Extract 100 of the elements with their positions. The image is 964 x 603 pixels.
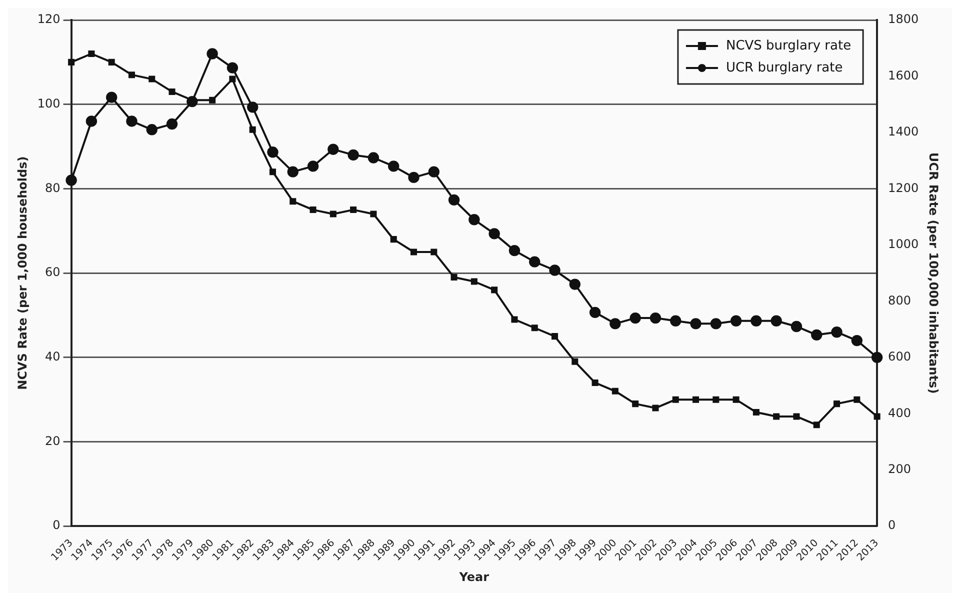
point (470, 278, 478, 285)
y-tick-label: 60 (45, 265, 60, 280)
point (488, 228, 500, 240)
point (712, 396, 720, 403)
point (831, 326, 842, 338)
point (672, 396, 679, 403)
point (106, 92, 118, 103)
point (350, 206, 357, 214)
point (86, 116, 98, 127)
legend-label: UCR burglary rate (726, 60, 843, 76)
point (448, 194, 460, 206)
point (529, 256, 540, 268)
point (770, 315, 782, 326)
point (249, 126, 256, 133)
y-tick-label: 100 (37, 96, 60, 110)
y2-tick-label: 1000 (888, 237, 919, 252)
point (549, 264, 560, 276)
point (310, 206, 316, 214)
point (269, 168, 276, 176)
point (166, 118, 178, 130)
y2-axis-title: UCR Rate (per 100,000 inhabitants) (926, 152, 941, 394)
point (690, 318, 702, 330)
y2-tick-label: 1200 (888, 180, 919, 195)
point (128, 72, 135, 78)
point (229, 76, 236, 82)
point (146, 124, 158, 136)
y2-tick-label: 200 (888, 462, 911, 476)
point (652, 404, 659, 412)
point (790, 320, 802, 332)
y-tick-label: 20 (45, 434, 60, 448)
point (589, 306, 601, 318)
y-tick-label: 0 (52, 518, 60, 532)
point (390, 236, 397, 243)
point (854, 396, 860, 403)
y2-tick-label: 1400 (888, 124, 919, 139)
y2-tick-label: 600 (888, 350, 911, 364)
y2-tick-label: 0 (888, 518, 896, 532)
y2-tick-label: 800 (888, 293, 911, 308)
x-axis-title: Year (458, 570, 490, 584)
point (287, 166, 298, 178)
point (813, 422, 820, 428)
point (752, 408, 760, 416)
point (88, 50, 95, 58)
point (330, 210, 336, 218)
point (66, 174, 77, 186)
point (592, 379, 598, 386)
point (572, 358, 578, 365)
y-axis-title: NCVS Rate (per 1,000 households) (15, 156, 30, 390)
point (834, 400, 840, 408)
point (428, 166, 440, 178)
point (206, 48, 218, 60)
point (851, 334, 863, 346)
point (408, 172, 420, 184)
point (630, 312, 641, 324)
y2-tick-label: 1800 (888, 12, 919, 26)
point (871, 352, 883, 364)
y2-tick-label: 400 (888, 406, 911, 420)
point (68, 58, 75, 66)
point (267, 146, 278, 158)
point (632, 400, 639, 408)
point (508, 244, 520, 256)
point (531, 324, 538, 332)
point (328, 144, 339, 155)
point (610, 318, 621, 330)
point (511, 316, 518, 323)
point (108, 58, 115, 66)
point (650, 312, 662, 324)
point (491, 286, 498, 294)
point (368, 152, 380, 164)
point (750, 315, 762, 326)
point (307, 160, 319, 172)
point (450, 274, 458, 281)
point (468, 214, 480, 226)
point (168, 88, 176, 95)
point (247, 102, 258, 113)
point (730, 315, 742, 326)
point (226, 62, 238, 74)
point (348, 149, 359, 161)
point (290, 198, 296, 205)
point (410, 248, 418, 256)
point (773, 413, 780, 420)
point (209, 96, 216, 104)
y-tick-label: 40 (45, 350, 60, 364)
point (732, 396, 740, 403)
point (811, 329, 822, 341)
point (551, 333, 558, 340)
point (569, 278, 580, 290)
point (126, 116, 138, 127)
y2-tick-label: 1600 (888, 68, 919, 82)
point (148, 76, 156, 82)
point (612, 388, 618, 394)
point (670, 315, 682, 326)
point (692, 396, 700, 403)
legend-label: NCVS burglary rate (726, 38, 852, 54)
point (430, 248, 438, 256)
point (710, 318, 722, 330)
point (793, 413, 800, 420)
point (388, 160, 400, 172)
point (874, 413, 880, 420)
y-tick-label: 80 (45, 180, 60, 195)
